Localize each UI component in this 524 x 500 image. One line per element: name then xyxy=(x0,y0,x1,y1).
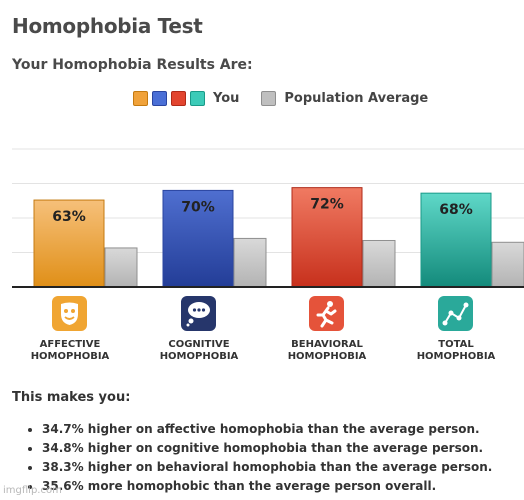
bar-average xyxy=(362,239,396,288)
comparison-list: 34.7% higher on affective homophobia tha… xyxy=(20,420,492,496)
list-item: 38.3% higher on behavioral homophobia th… xyxy=(42,458,492,477)
category-label-line1: BEHAVIORAL xyxy=(291,339,363,350)
bar-average xyxy=(233,237,267,288)
thought-bubble-icon xyxy=(181,296,216,331)
legend-swatch-affective xyxy=(133,90,148,106)
category-label-cognitive: COGNITIVE HOMOPHOBIA xyxy=(139,339,259,363)
running-person-icon xyxy=(309,296,344,331)
legend-swatch-behavioral xyxy=(171,90,186,106)
mask-icon xyxy=(52,296,87,331)
watermark: imgflip.com xyxy=(3,485,62,496)
category-label-line2: HOMOPHOBIA xyxy=(416,351,496,362)
category-label-line1: COGNITIVE xyxy=(168,339,230,350)
chart-legend: You Population Average xyxy=(133,88,450,108)
results-bar-chart: 63% 70% 72% 68% xyxy=(12,148,524,288)
results-subtitle: Your Homophobia Results Are: xyxy=(12,57,253,73)
list-item: 34.8% higher on cognitive homophobia tha… xyxy=(42,439,492,458)
category-label-line2: HOMOPHOBIA xyxy=(30,351,110,362)
list-item: 35.6% more homophobic than the average p… xyxy=(42,477,492,496)
legend-swatch-total xyxy=(190,90,205,106)
category-label-behavioral: BEHAVIORAL HOMOPHOBIA xyxy=(267,339,387,363)
category-label-line1: TOTAL xyxy=(438,339,474,350)
bar-value-label: 70% xyxy=(181,199,215,215)
bar-you xyxy=(420,192,492,288)
category-label-affective: AFFECTIVE HOMOPHOBIA xyxy=(10,339,130,363)
bar-value-label: 68% xyxy=(439,202,473,218)
legend-label-average: Population Average xyxy=(284,90,429,106)
bar-average xyxy=(491,241,524,288)
makes-you-heading: This makes you: xyxy=(12,390,131,405)
category-label-line2: HOMOPHOBIA xyxy=(287,351,367,362)
bar-you xyxy=(291,187,363,288)
category-label-line1: AFFECTIVE xyxy=(39,339,101,350)
legend-swatch-average xyxy=(261,90,277,106)
category-label-total: TOTAL HOMOPHOBIA xyxy=(396,339,516,363)
legend-label-you: You xyxy=(213,90,240,106)
bar-value-label: 63% xyxy=(52,209,86,225)
bar-average xyxy=(104,247,138,288)
page-title: Homophobia Test xyxy=(12,14,203,38)
bar-value-label: 72% xyxy=(310,197,344,213)
list-item: 34.7% higher on affective homophobia tha… xyxy=(42,420,492,439)
legend-swatch-cognitive xyxy=(152,90,167,106)
line-graph-icon xyxy=(438,296,473,331)
category-label-line2: HOMOPHOBIA xyxy=(159,351,239,362)
bar-you xyxy=(33,199,105,288)
